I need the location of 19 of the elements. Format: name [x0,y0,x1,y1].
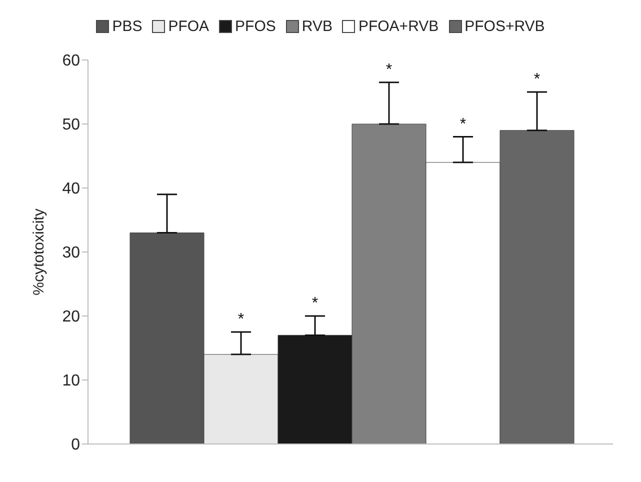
data-label: * [460,116,466,133]
y-tick-label: 0 [71,436,80,454]
y-axis-title: %cytotoxicity [30,208,48,296]
legend-label: PFOA+RVB [358,18,439,35]
legend-label: RVB [302,18,332,35]
legend-label: PFOS+RVB [464,18,545,35]
y-tick-label: 20 [62,308,80,326]
legend-label: PBS [112,18,142,35]
y-tick-label: 30 [62,244,80,262]
y-tick-label: 40 [62,180,80,198]
y-tick-label: 10 [62,372,80,390]
legend-label: PFOA [168,18,210,35]
data-label: * [534,71,540,88]
data-label: * [238,311,244,328]
y-tick-label: 50 [62,116,80,134]
data-label: * [386,61,392,78]
legend-label: PFOS [235,18,276,35]
y-tick-label: 60 [62,52,80,70]
data-label: * [312,295,318,312]
